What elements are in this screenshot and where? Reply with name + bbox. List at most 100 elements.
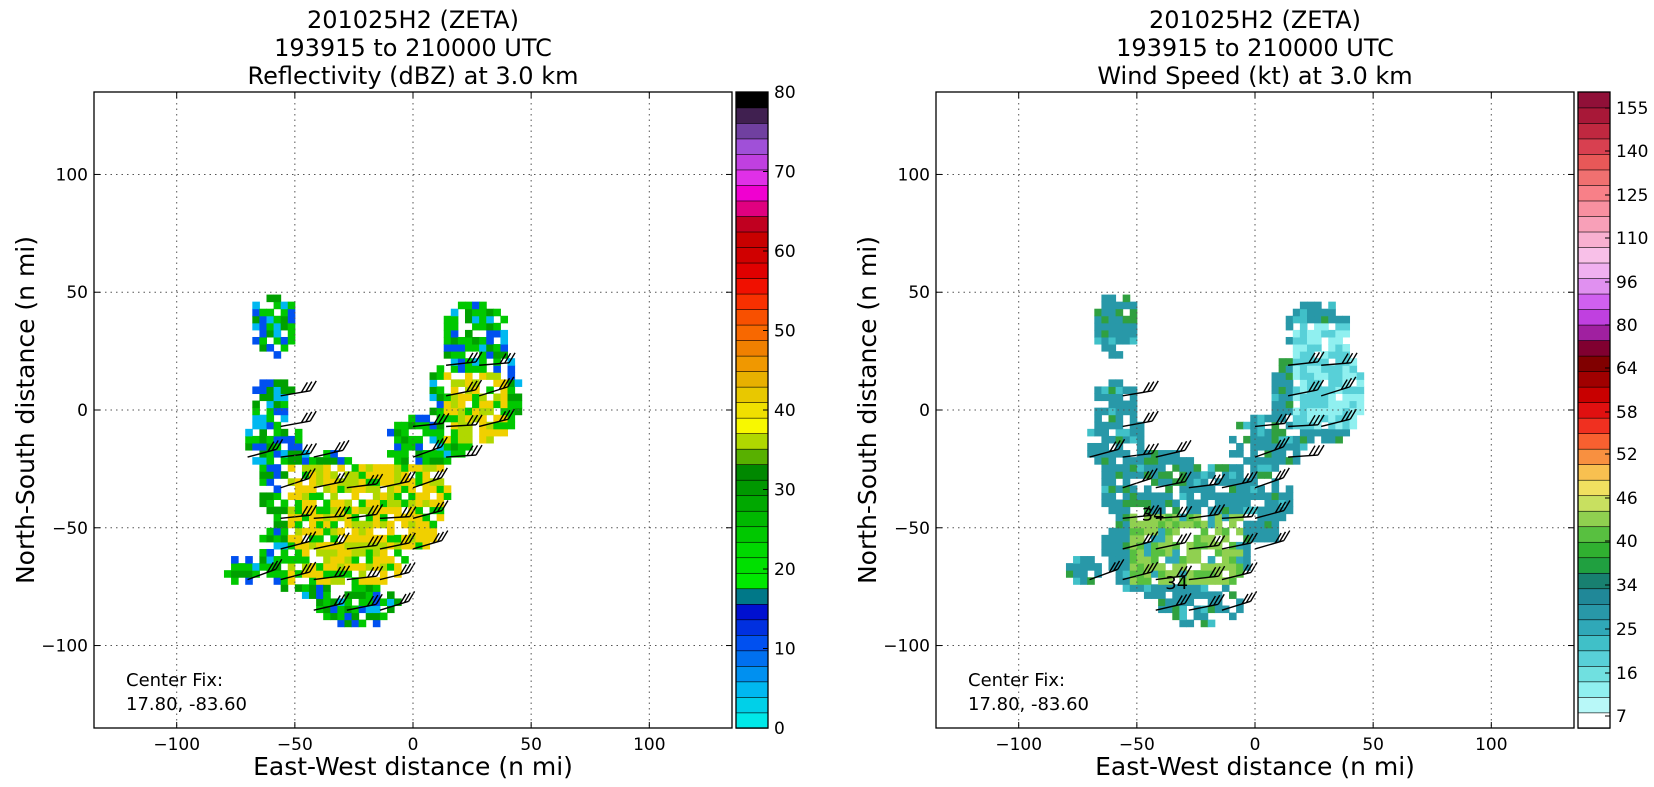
echo-cell: [500, 407, 509, 416]
echo-cell: [1221, 577, 1230, 585]
echo-cell: [422, 527, 431, 536]
echo-cell: [1151, 499, 1159, 508]
echo-cell: [1243, 492, 1251, 501]
wind-barb-shaft: [379, 600, 409, 611]
echo-cell: [337, 513, 345, 522]
echo-cell: [1349, 421, 1358, 430]
echo-cell: [1214, 577, 1223, 585]
wind-barb-feather: [1278, 531, 1287, 543]
echo-cell: [493, 358, 501, 366]
x-tick-label: −50: [1119, 735, 1155, 755]
echo-cell: [1264, 527, 1273, 536]
wind-barb-feather: [1147, 381, 1155, 392]
colorbar-swatch: [1577, 169, 1611, 186]
echo-cell: [344, 471, 353, 479]
echo-cell: [365, 612, 374, 621]
echo-cell: [429, 450, 438, 458]
echo-cell: [408, 464, 416, 472]
wind-barb-feather: [1344, 377, 1353, 389]
colorbar-swatch: [735, 510, 769, 528]
echo-cell: [394, 598, 402, 607]
wind-barb-shaft: [346, 483, 377, 489]
wind-barb-feather: [1283, 500, 1291, 511]
echo-cell: [472, 365, 480, 373]
echo-cell: [379, 577, 388, 585]
echo-cell: [330, 570, 338, 578]
echo-cell: [415, 506, 423, 515]
echo-cell: [1179, 619, 1187, 628]
echo-cell: [1257, 457, 1265, 465]
wind-barb-shaft: [313, 541, 344, 550]
echo-cell: [1306, 414, 1315, 423]
echo-cell: [1257, 534, 1265, 543]
wind-barb-feather: [333, 441, 341, 453]
echo-cell: [252, 336, 260, 345]
echo-cell: [457, 435, 466, 444]
echo-cell: [1229, 478, 1237, 486]
wind-barb-feather: [1209, 505, 1217, 516]
wind-barb-feather: [1317, 414, 1325, 426]
echo-cell: [252, 386, 260, 395]
echo-cell: [245, 435, 253, 444]
echo-cell: [1136, 421, 1145, 430]
wind-barb-feather: [503, 409, 511, 421]
echo-cell: [1165, 548, 1173, 557]
wind-barb-feather: [1317, 351, 1325, 363]
echo-cell: [273, 527, 282, 536]
echo-cell: [379, 556, 388, 564]
echo-cell: [358, 506, 367, 515]
wind-barb-feather: [1349, 376, 1357, 388]
echo-cell: [372, 563, 381, 571]
wind-barb-feather: [1217, 504, 1226, 515]
wind-barb-feather: [1250, 532, 1258, 544]
echo-cell: [1257, 464, 1265, 472]
echo-cell: [486, 372, 494, 380]
echo-cell: [358, 619, 367, 628]
wind-barb-feather: [371, 594, 379, 606]
colorbar-tick-label: 25: [1616, 620, 1638, 640]
wind-barb-feather: [366, 595, 375, 607]
echo-cell: [273, 294, 282, 303]
echo-cell: [486, 344, 494, 352]
colorbar-swatch: [735, 324, 769, 341]
echo-cell: [1271, 450, 1280, 458]
colorbar-tick-label: 64: [1616, 359, 1638, 379]
colorbar-swatch: [1577, 650, 1611, 667]
echo-cell: [323, 612, 331, 621]
echo-cell: [351, 464, 360, 472]
colorbar-swatch: [735, 262, 769, 279]
echo-cell: [429, 464, 438, 472]
echo-cell: [379, 520, 388, 529]
echo-cell: [273, 506, 282, 515]
wind-barb-shaft: [346, 513, 377, 520]
echo-cell: [337, 499, 345, 508]
wind-barb-feather: [1108, 562, 1116, 573]
colorbar-swatch: [735, 215, 769, 233]
echo-cell: [1236, 421, 1244, 430]
echo-cell: [266, 407, 275, 416]
echo-cell: [415, 442, 423, 451]
wind-barb-feather: [1350, 352, 1358, 364]
wind-barb-feather: [1209, 566, 1217, 578]
colorbar-frame: [1577, 91, 1611, 729]
echo-cell: [500, 393, 509, 402]
echo-cell: [1158, 450, 1166, 458]
echo-cell: [1065, 570, 1074, 578]
echo-cell: [252, 301, 260, 310]
center-fix-value: 17.80, -83.60: [968, 694, 1089, 715]
echo-cell: [1108, 351, 1117, 359]
echo-cell: [1285, 386, 1294, 395]
colorbar-tick-label: 80: [774, 83, 796, 103]
echo-cell: [1335, 407, 1343, 416]
echo-cell: [443, 492, 452, 501]
echo-cell: [1193, 548, 1202, 557]
echo-cell: [1257, 471, 1265, 479]
echo-cell: [379, 471, 388, 479]
echo-cell: [309, 570, 317, 578]
echo-cell: [1278, 400, 1287, 409]
wind-barb-feather: [466, 352, 474, 364]
echo-cell: [1143, 584, 1152, 592]
wind-barb-shaft: [379, 571, 410, 581]
colorbar-swatch: [1577, 138, 1611, 155]
echo-cell: [273, 315, 282, 324]
